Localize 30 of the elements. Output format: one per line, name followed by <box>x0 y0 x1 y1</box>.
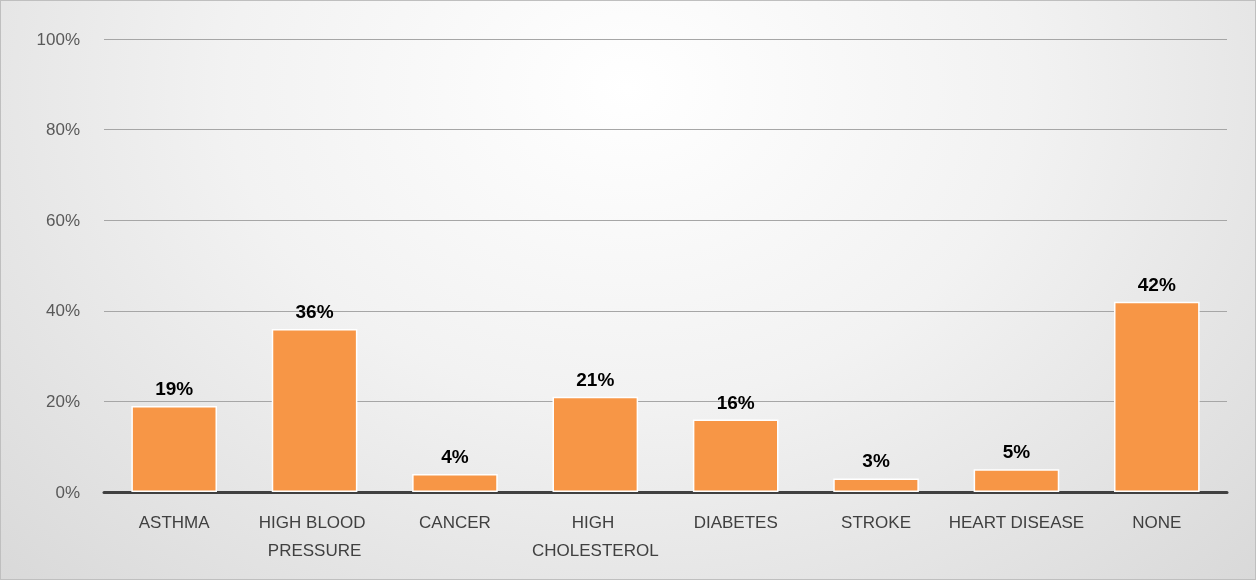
bar <box>412 473 498 492</box>
x-tick-label: STROKE <box>841 512 912 532</box>
bar <box>973 469 1060 492</box>
y-tick-label: 60% <box>45 210 80 230</box>
bar <box>833 478 919 492</box>
bar <box>271 328 358 492</box>
bar <box>131 405 217 492</box>
data-label: 4% <box>441 445 469 467</box>
data-label: 21% <box>576 368 615 390</box>
data-label: 36% <box>295 300 334 322</box>
bar <box>1114 301 1200 492</box>
data-label: 42% <box>1137 273 1176 295</box>
x-tick-label: CANCER <box>419 512 491 532</box>
data-label: 16% <box>716 391 755 413</box>
y-tick-label: 40% <box>45 301 80 321</box>
x-tick-label: HEART DISEASE <box>948 512 1085 532</box>
x-tick-label: ASTHMA <box>138 512 211 532</box>
bar <box>552 396 639 492</box>
data-label: 5% <box>1002 441 1031 463</box>
data-label: 3% <box>862 450 890 472</box>
bar <box>692 419 779 492</box>
x-tick-label: HIGH BLOOD PRESSURE <box>258 512 371 560</box>
data-label: 19% <box>155 377 194 399</box>
y-tick-label: 80% <box>45 120 80 140</box>
y-tick-label: 20% <box>45 391 80 411</box>
y-tick-label: 100% <box>36 29 80 49</box>
x-tick-label: HIGH CHOLESTEROL <box>532 512 659 560</box>
x-tick-label: NONE <box>1132 512 1182 532</box>
x-tick-label: DIABETES <box>693 512 778 532</box>
y-tick-label: 0% <box>55 482 80 502</box>
